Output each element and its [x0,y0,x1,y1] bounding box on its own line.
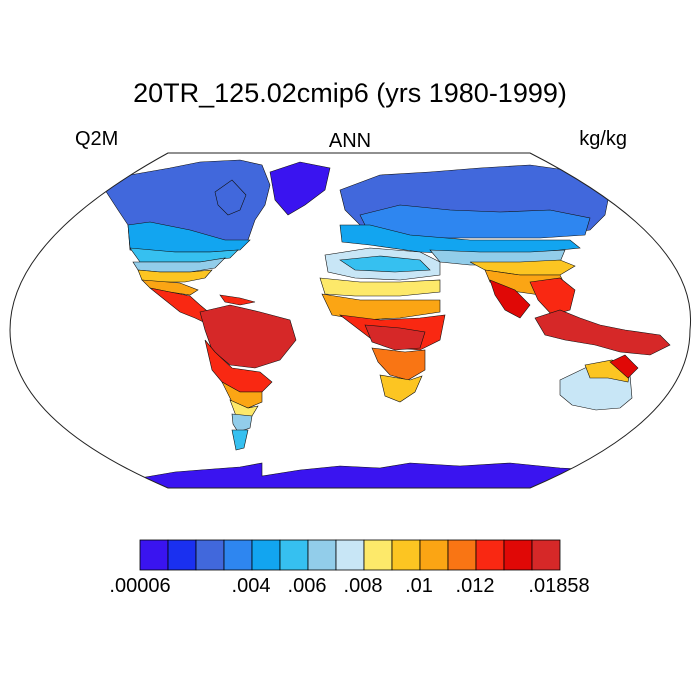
plot-title: 20TR_125.02cmip6 (yrs 1980-1999) [133,78,567,108]
colorbar-swatch [307,539,337,571]
south-america-landmass [199,304,297,451]
colorbar-swatch [167,539,197,571]
colorbar-tick-label: .01 [405,575,433,597]
colorbar-swatch [223,539,253,571]
colorbar-tick-label: .004 [231,575,271,597]
australia-landmass [534,309,671,411]
colorbar-tick-label: .00006 [109,575,171,597]
colorbar-tick-label: .01858 [528,575,590,597]
colorbar-tick-label: .008 [343,575,383,597]
colorbar-swatch [195,539,225,571]
colorbar-swatch [391,539,421,571]
colorbar-swatch [503,539,533,571]
colorbar-swatch [279,539,309,571]
colorbar-swatch [475,539,505,571]
colorbar-swatch [419,539,449,571]
colorbar-tick-label: .006 [287,575,327,597]
colorbar-swatch [531,539,561,571]
map-boundary [9,152,692,489]
colorbar-swatch [139,539,169,571]
variable-label: Q2M [75,128,119,150]
colorbar-swatch [363,539,393,571]
africa-landmass [319,247,446,403]
season-label: ANN [328,130,372,152]
north-america-landmass [104,159,331,326]
colorbar-swatch [447,539,477,571]
units-label: kg/kg [579,128,627,150]
colorbar-swatch [251,539,281,571]
colorbar-swatch [335,539,365,571]
colorbar-tick-label: .012 [455,575,495,597]
eurasia-landmass [339,164,611,319]
